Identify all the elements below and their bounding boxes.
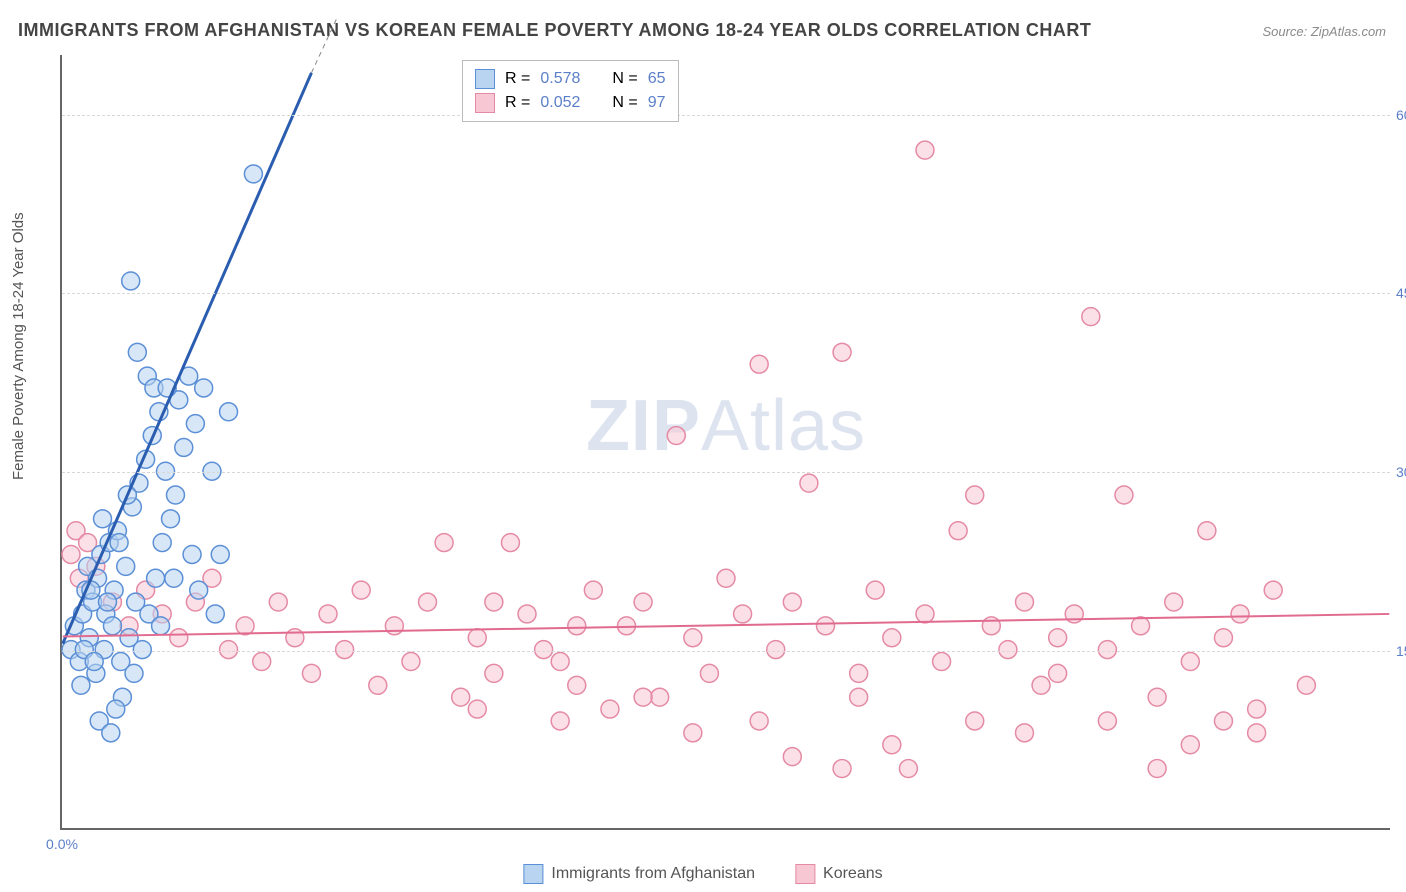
y-axis-label: Female Poverty Among 18-24 Year Olds bbox=[10, 212, 27, 480]
legend-row-pink: R = 0.052 N = 97 bbox=[475, 91, 666, 115]
n-value-blue: 65 bbox=[648, 70, 666, 88]
xtick-left: 0.0% bbox=[46, 836, 78, 852]
chart-container: IMMIGRANTS FROM AFGHANISTAN VS KOREAN FE… bbox=[0, 0, 1406, 892]
chart-title: IMMIGRANTS FROM AFGHANISTAN VS KOREAN FE… bbox=[18, 20, 1091, 41]
legend-label-blue: Immigrants from Afghanistan bbox=[551, 865, 755, 883]
r-value-pink: 0.052 bbox=[540, 94, 580, 112]
legend-correlation: R = 0.578 N = 65 R = 0.052 N = 97 bbox=[462, 60, 679, 122]
legend-row-blue: R = 0.578 N = 65 bbox=[475, 67, 666, 91]
r-label: R = bbox=[505, 94, 530, 112]
gridline bbox=[62, 651, 1390, 652]
r-label: R = bbox=[505, 70, 530, 88]
ytick-label: 30.0% bbox=[1396, 464, 1406, 480]
ytick-label: 15.0% bbox=[1396, 643, 1406, 659]
ytick-label: 45.0% bbox=[1396, 285, 1406, 301]
swatch-blue bbox=[475, 69, 495, 89]
n-value-pink: 97 bbox=[648, 94, 666, 112]
ytick-label: 60.0% bbox=[1396, 107, 1406, 123]
legend-series: Immigrants from Afghanistan Koreans bbox=[523, 864, 882, 884]
n-label: N = bbox=[612, 94, 637, 112]
legend-item-pink: Koreans bbox=[795, 864, 883, 884]
n-label: N = bbox=[612, 70, 637, 88]
swatch-blue-icon bbox=[523, 864, 543, 884]
plot-area: ZIPAtlas 0.0% 80.0% 15.0%30.0%45.0%60.0% bbox=[60, 55, 1390, 830]
legend-label-pink: Koreans bbox=[823, 865, 883, 883]
swatch-pink bbox=[475, 93, 495, 113]
legend-item-blue: Immigrants from Afghanistan bbox=[523, 864, 755, 884]
gridline bbox=[62, 472, 1390, 473]
gridline bbox=[62, 115, 1390, 116]
plot-svg bbox=[62, 55, 1390, 828]
gridline bbox=[62, 293, 1390, 294]
r-value-blue: 0.578 bbox=[540, 70, 580, 88]
swatch-pink-icon bbox=[795, 864, 815, 884]
source-label: Source: ZipAtlas.com bbox=[1262, 24, 1386, 39]
